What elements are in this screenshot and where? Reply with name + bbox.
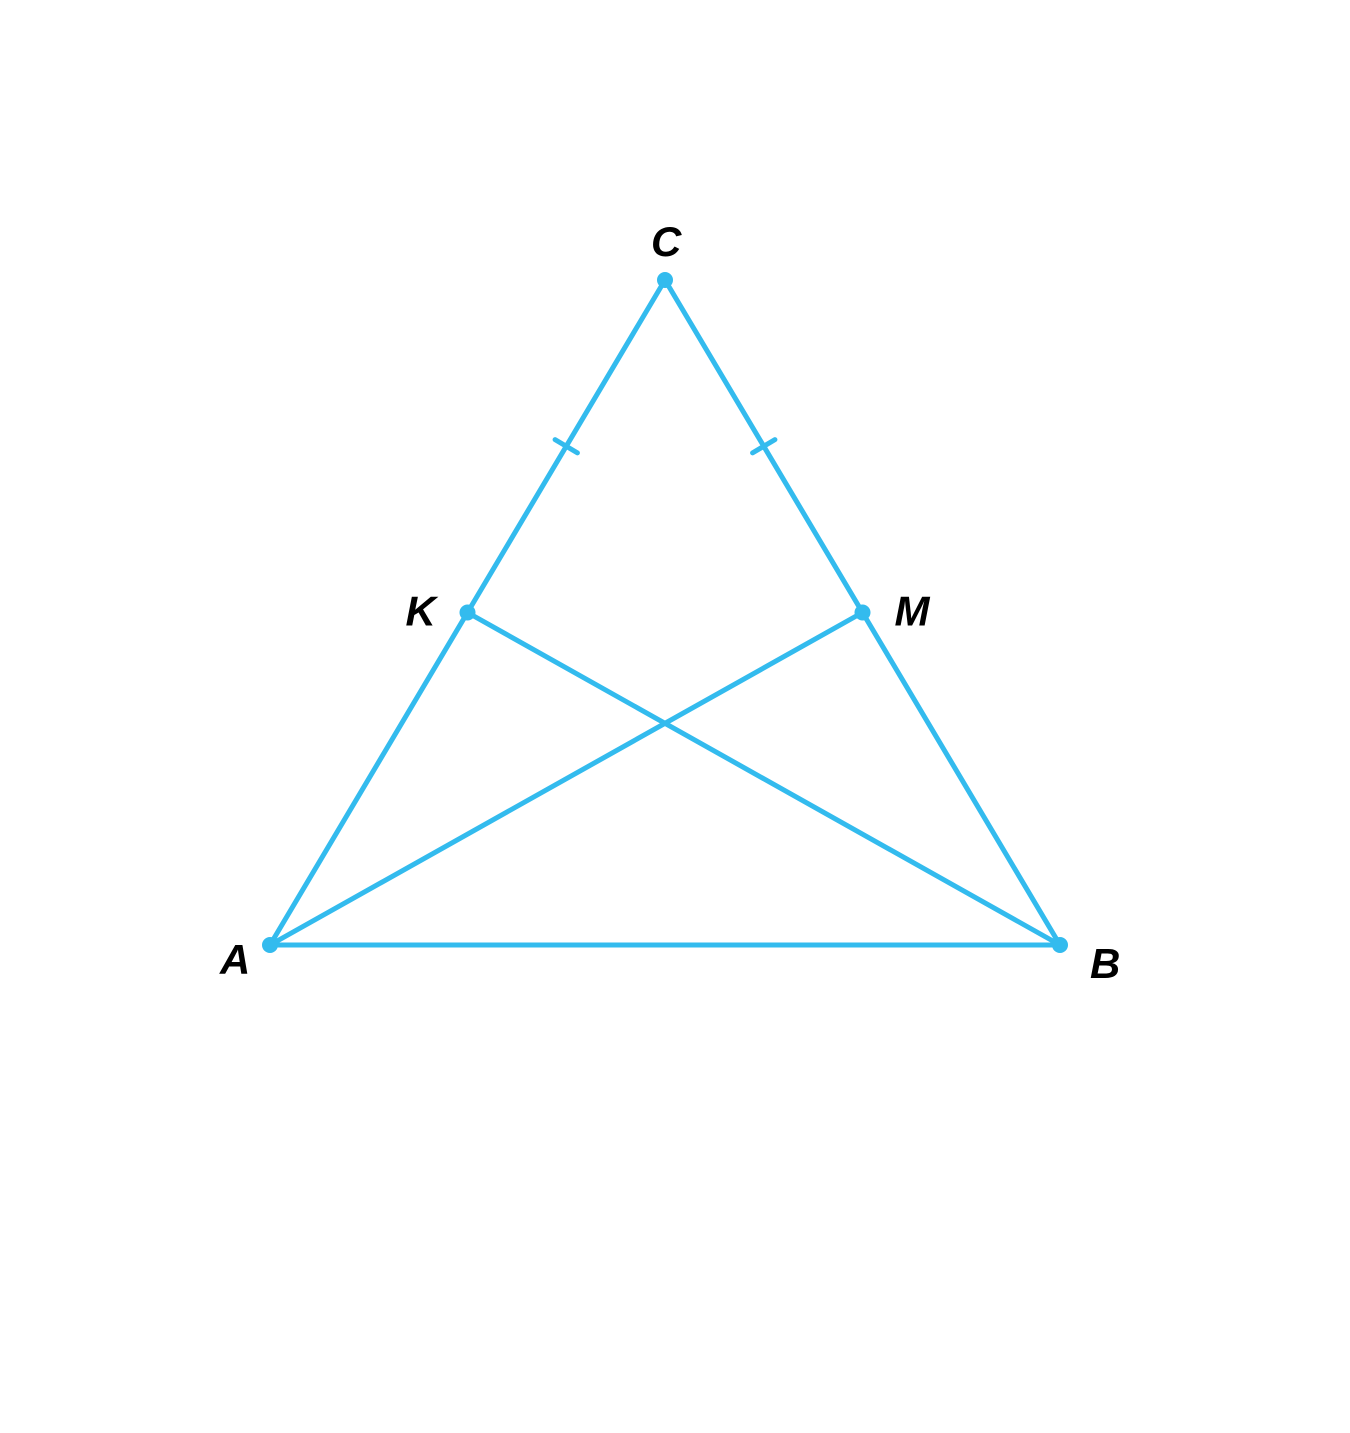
point-A [262, 937, 278, 953]
points-group [262, 272, 1068, 953]
labels-group: A B C K M [219, 218, 1120, 987]
point-M [855, 605, 871, 621]
label-A: A [219, 936, 250, 983]
geometry-diagram: A B C K M [0, 0, 1350, 1433]
label-K: K [406, 588, 439, 635]
point-B [1052, 937, 1068, 953]
point-C [657, 272, 673, 288]
label-C: C [651, 218, 682, 265]
equal-marks-group [555, 440, 775, 453]
edge-B-K [468, 613, 1061, 946]
label-M: M [895, 588, 931, 635]
edges-group [270, 280, 1060, 945]
edge-A-M [270, 613, 863, 946]
point-K [460, 605, 476, 621]
label-B: B [1090, 940, 1120, 987]
